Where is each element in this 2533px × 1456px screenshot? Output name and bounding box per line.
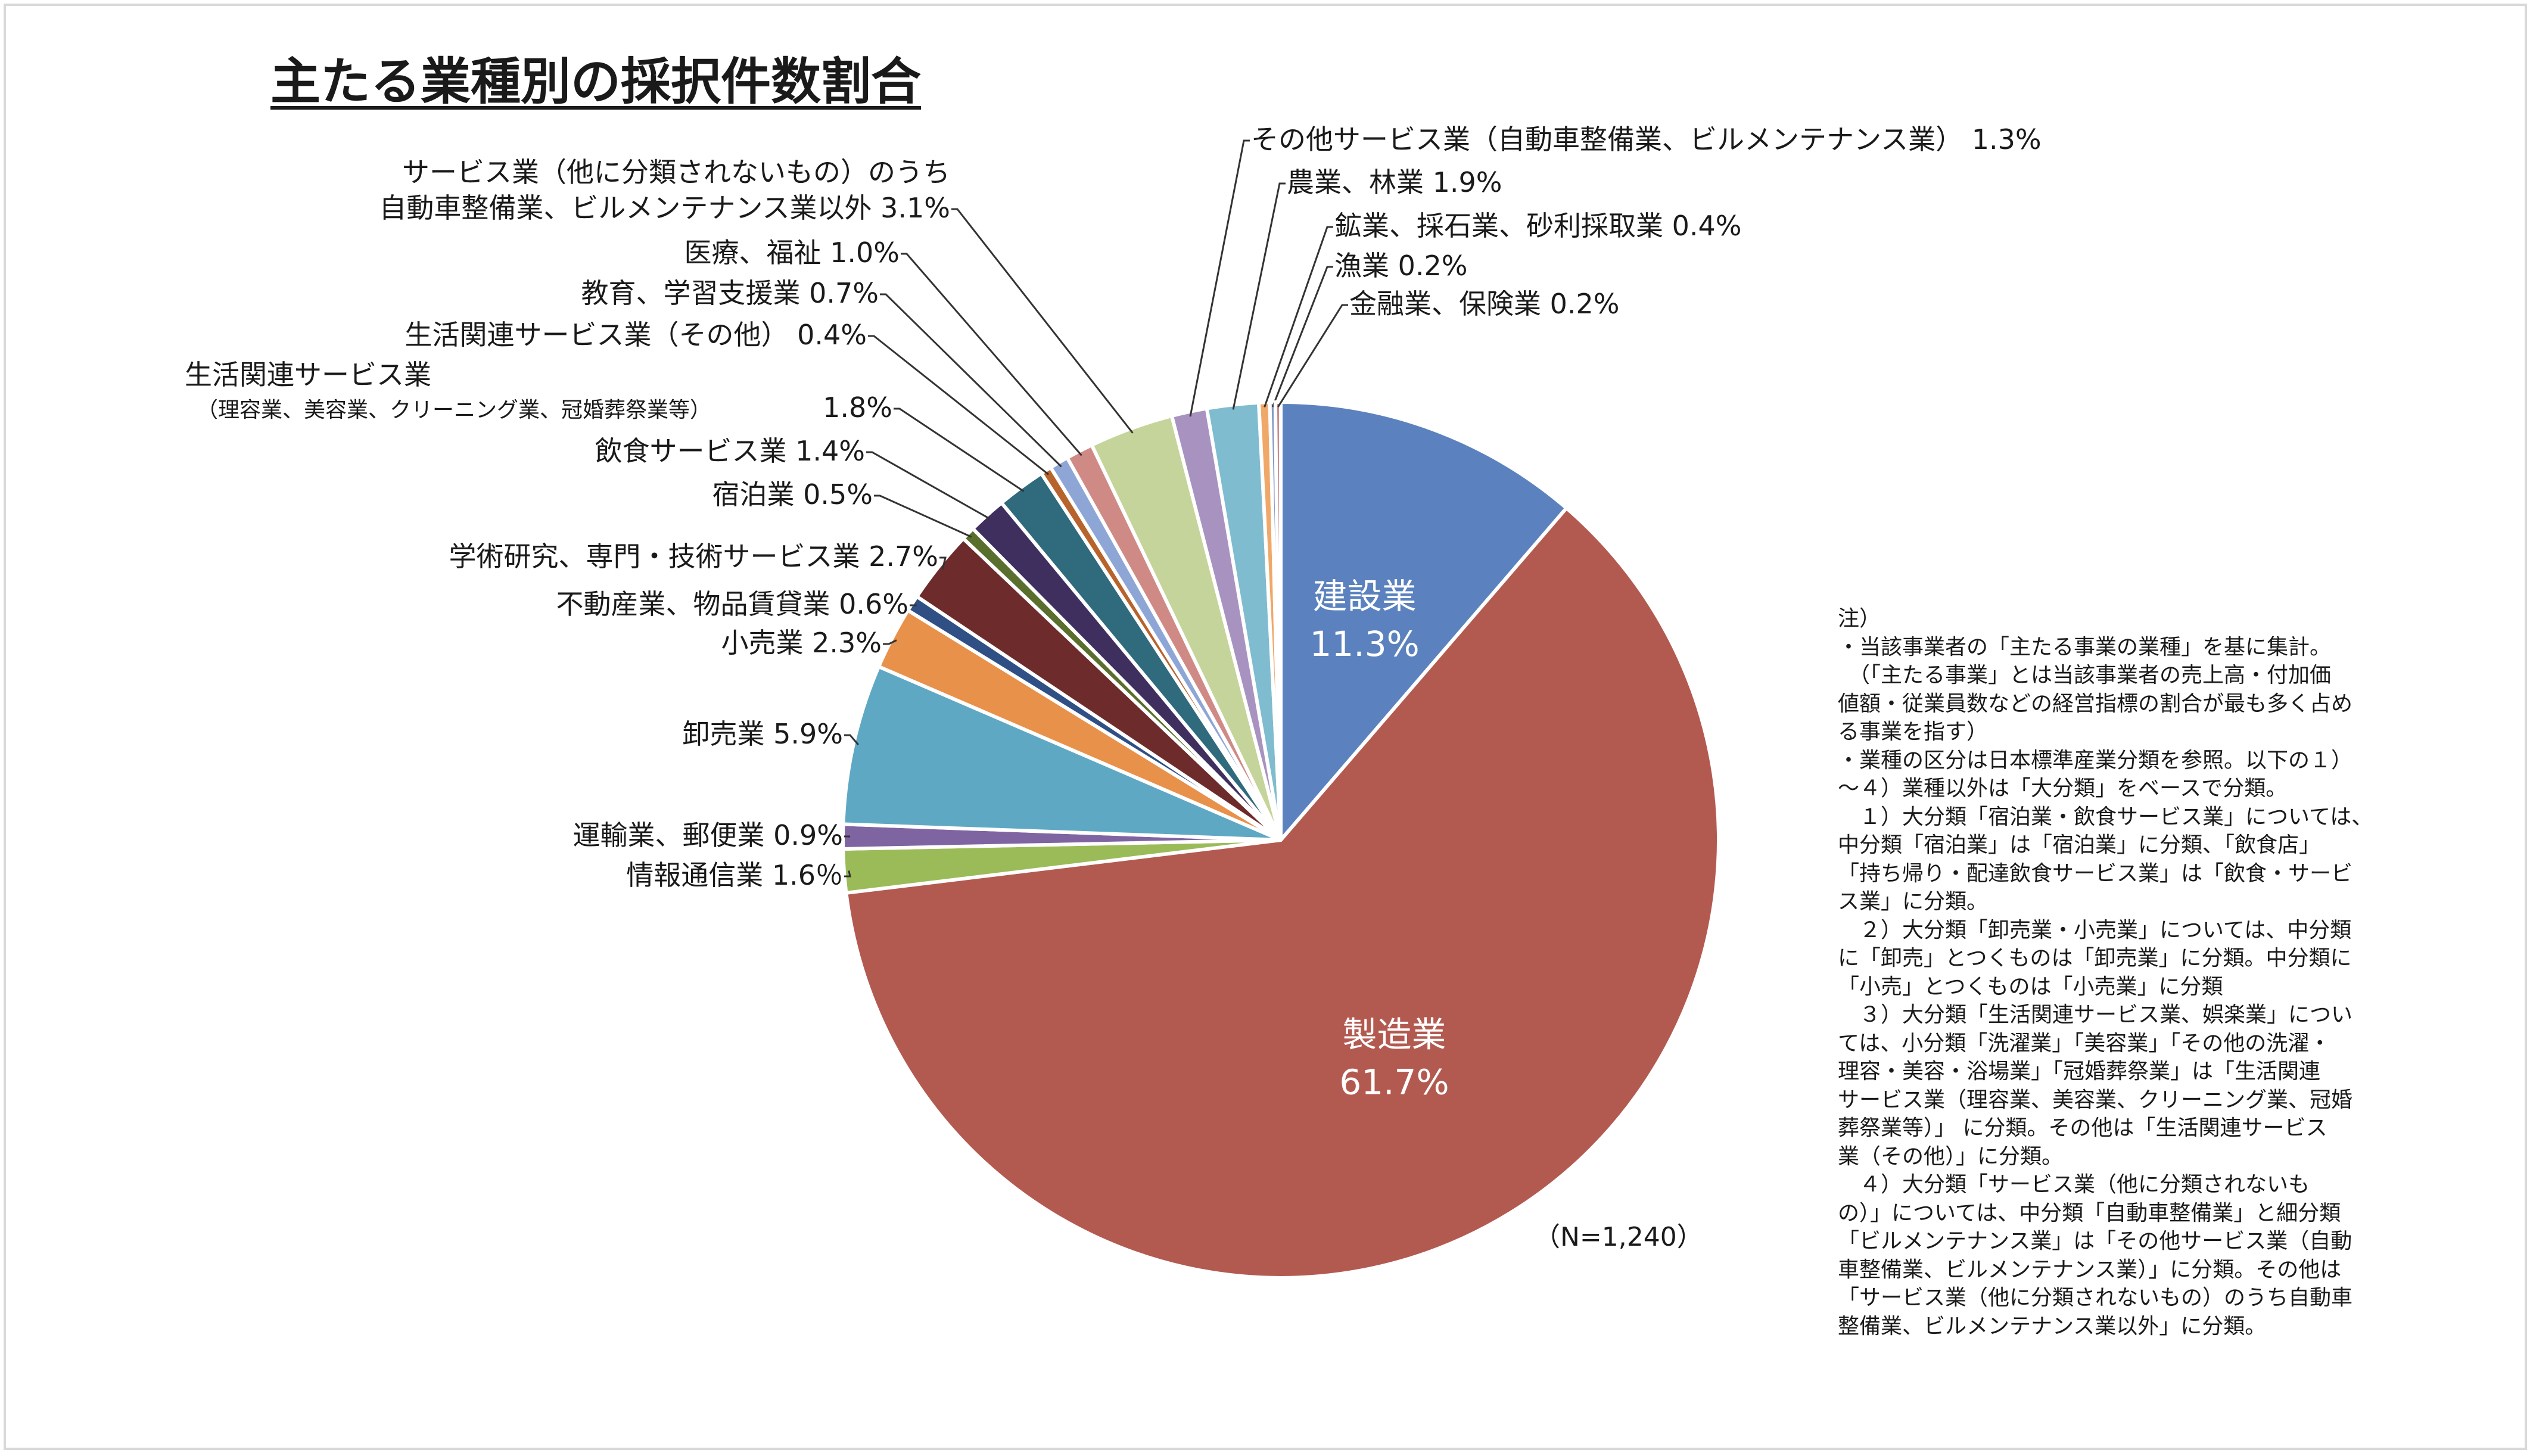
slice-label: 医療、福祉 1.0% bbox=[684, 237, 900, 269]
note-line: ４）大分類「サービス業（他に分類されないも bbox=[1838, 1172, 2310, 1197]
leader-line bbox=[901, 253, 1082, 456]
leader-line bbox=[1277, 304, 1348, 407]
slice-label: 漁業 0.2% bbox=[1334, 250, 1468, 282]
note-line: （「主たる事業」とは当該事業者の売上高・付加価 bbox=[1838, 663, 2332, 687]
note-line: 整備業、ビルメンテナンス業以外」に分類。 bbox=[1838, 1314, 2267, 1339]
note-line: 業（その他）」に分類。 bbox=[1838, 1144, 2064, 1169]
leader-line bbox=[910, 604, 917, 607]
slice-label: 建設業 bbox=[1313, 576, 1417, 617]
note-line: サービス業（理容業、美容業、クリーニング業、冠婚 bbox=[1838, 1087, 2353, 1112]
leader-line bbox=[951, 208, 1134, 434]
slice-label: 不動産業、物品賃貸業 0.6% bbox=[556, 588, 909, 620]
slice-label: 小売業 2.3% bbox=[721, 627, 882, 659]
slice-label: 製造業 bbox=[1342, 1015, 1446, 1055]
slice-label: 教育、学習支援業 0.7% bbox=[581, 277, 879, 309]
note-line: 葬祭業等）」 に分類。その他は「生活関連サービス bbox=[1838, 1116, 2327, 1140]
note-line: 「小売」とつくものは「小売業」に分類 bbox=[1838, 974, 2223, 999]
pie-slice bbox=[844, 505, 1721, 1280]
leader-line bbox=[939, 556, 947, 570]
note-line: に「卸売」とつくものは「卸売業」に分類。中分類に bbox=[1838, 946, 2352, 970]
pie-slice bbox=[1279, 400, 1569, 845]
note-line: る事業を指す） bbox=[1838, 720, 1989, 744]
leader-line bbox=[880, 293, 1062, 468]
note-line: 「サービス業（他に分類されないもの）のうち自動車 bbox=[1838, 1286, 2353, 1310]
leader-line bbox=[1271, 266, 1333, 407]
leader-line bbox=[1264, 226, 1333, 407]
slice-label: 農業、林業 1.9% bbox=[1287, 166, 1502, 198]
leader-line bbox=[866, 451, 991, 520]
note-line: 注） bbox=[1838, 606, 1881, 631]
slice-label: 鉱業、採石業、砂利採取業 0.4% bbox=[1334, 210, 1742, 242]
note-line: ・当該事業者の「主たる事業の業種」を基に集計。 bbox=[1838, 634, 2332, 659]
slice-value-label: 61.7% bbox=[1339, 1062, 1449, 1103]
slice-label: サービス業（他に分類されないもの）のうち bbox=[402, 156, 950, 188]
note-line: ス業」に分類。 bbox=[1838, 889, 1989, 914]
note-line: ては、小分類「洗濯業」「美容業」「その他の洗濯・ bbox=[1838, 1031, 2331, 1056]
note-line: ・業種の区分は日本標準産業分類を参照。以下の１） bbox=[1838, 748, 2353, 773]
note-line: 中分類「宿泊業」は「宿泊業」に分類、「飲食店」 bbox=[1838, 833, 2321, 857]
sample-size-label: （N=1,240） bbox=[1534, 1222, 1703, 1252]
note-line: 理容・美容・浴場業」「冠婚葬祭業」は「生活関連 bbox=[1838, 1059, 2321, 1084]
slice-value-label: 11.3% bbox=[1310, 624, 1420, 664]
pie-slice bbox=[841, 664, 1282, 842]
slice-label: その他サービス業（自動車整備業、ビルメンテナンス業） 1.3% bbox=[1251, 123, 2042, 155]
note-line: の）」については、中分類「自動車整備業」と細分類 bbox=[1838, 1200, 2341, 1225]
slice-label: 生活関連サービス業 bbox=[185, 359, 431, 391]
slice-label: 宿泊業 0.5% bbox=[712, 478, 873, 511]
note-line: 「持ち帰り・配達飲食サービス業」は「飲食・サービ bbox=[1838, 861, 2353, 886]
slice-label: 卸売業 5.9% bbox=[683, 718, 844, 750]
slice-label: 飲食サービス業 1.4% bbox=[595, 435, 866, 467]
note-line: ２）大分類「卸売業・小売業」については、中分類 bbox=[1838, 917, 2352, 942]
leader-line bbox=[874, 494, 972, 538]
slice-label: 学術研究、専門・技術サービス業 2.7% bbox=[449, 540, 939, 573]
leader-line bbox=[1232, 182, 1286, 410]
note-line: １）大分類「宿泊業・飲食サービス業」については、 bbox=[1838, 804, 2373, 829]
note-line: ～４）業種以外は「大分類」をベースで分類。 bbox=[1838, 776, 2288, 801]
slice-value-label: 1.8% bbox=[823, 391, 892, 424]
notes-block: 注） ・当該事業者の「主たる事業の業種」を基に集計。 （「主たる事業」とは当該事業… bbox=[1838, 605, 2493, 1340]
note-line: ３）大分類「生活関連サービス業、娯楽業」につい bbox=[1838, 1003, 2353, 1027]
leader-line bbox=[844, 734, 859, 746]
leader-line bbox=[1189, 139, 1250, 417]
leader-line bbox=[883, 639, 897, 645]
slice-label: 金融業、保険業 0.2% bbox=[1349, 288, 1620, 320]
chart-title: 主たる業種別の採択件数割合 bbox=[0, 42, 1191, 114]
slice-label: 生活関連サービス業（その他） 0.4% bbox=[405, 319, 867, 351]
slice-label: 運輸業、郵便業 0.9% bbox=[573, 819, 844, 851]
leader-line bbox=[868, 335, 1050, 475]
chart-title-text: 主たる業種別の採択件数割合 bbox=[270, 52, 921, 111]
chart-frame bbox=[4, 4, 2527, 1450]
note-line: 「ビルメンテナンス業」は「その他サービス業（自動 bbox=[1838, 1229, 2352, 1253]
slice-label-sub: （理容業、美容業、クリーニング業、冠婚葬祭業等） bbox=[197, 398, 711, 422]
note-line: 値額・従業員数などの経営指標の割合が最も多く占め bbox=[1838, 691, 2353, 716]
note-line: 車整備業、ビルメンテナンス業）」に分類。その他は bbox=[1838, 1257, 2342, 1282]
leader-line bbox=[844, 870, 851, 878]
leader-line bbox=[894, 407, 1025, 493]
slice-label: 情報通信業 1.6％ bbox=[626, 859, 843, 891]
slice-label-line2: 自動車整備業、ビルメンテナンス業以外 3.1% bbox=[379, 192, 950, 224]
